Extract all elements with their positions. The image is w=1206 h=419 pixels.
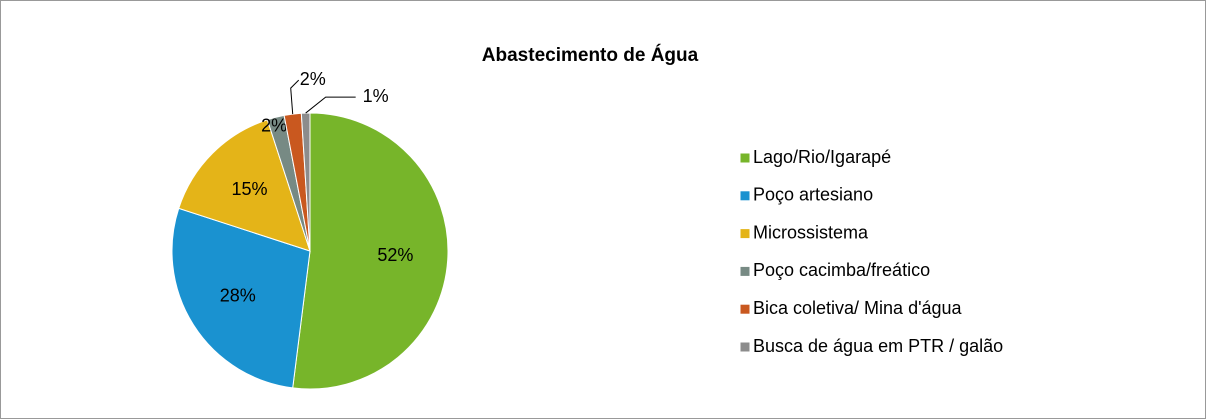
legend-swatch bbox=[739, 265, 751, 277]
chart-title: Abastecimento de Água bbox=[482, 44, 699, 66]
data-label: 28% bbox=[220, 286, 256, 306]
pie-slice bbox=[171, 207, 311, 389]
pie-slice bbox=[178, 119, 311, 252]
legend-label: Bica coletiva/ Mina d'água bbox=[753, 298, 963, 318]
legend-label: Poço cacimba/freático bbox=[753, 260, 930, 280]
leader-line bbox=[305, 96, 356, 114]
legend-swatch bbox=[739, 341, 751, 353]
legend-label: Poço artesiano bbox=[753, 185, 873, 205]
legend-swatch bbox=[739, 303, 751, 315]
data-label: 2% bbox=[300, 69, 326, 89]
legend-label: Microssistema bbox=[753, 222, 869, 242]
legend-label: Lago/Rio/Igarapé bbox=[753, 147, 891, 167]
legend-swatch bbox=[739, 190, 751, 202]
legend-swatch bbox=[739, 152, 751, 164]
data-label: 52% bbox=[377, 245, 413, 265]
data-label: 1% bbox=[363, 86, 389, 106]
pie-slice bbox=[292, 112, 449, 390]
data-label: 2% bbox=[261, 115, 287, 135]
data-label: 15% bbox=[231, 179, 267, 199]
legend-label: Busca de água em PTR / galão bbox=[753, 336, 1003, 356]
legend-swatch bbox=[739, 228, 751, 240]
leader-line bbox=[290, 79, 300, 115]
